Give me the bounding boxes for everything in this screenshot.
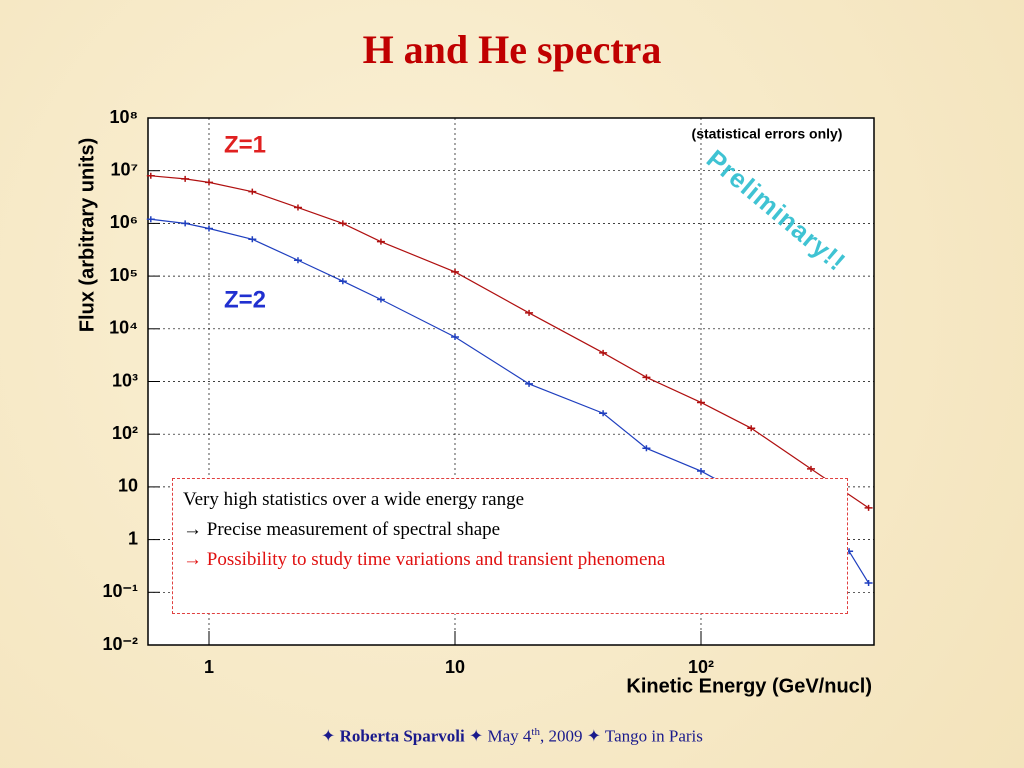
data-point [204, 225, 213, 232]
date-suffix: th [531, 726, 540, 738]
data-point [864, 580, 873, 587]
data-point [338, 278, 347, 285]
data-point [450, 333, 459, 340]
y-tick-label: 10⁸ [109, 107, 138, 127]
x-tick-label: 10 [445, 657, 465, 677]
note: → Possibility to study time variations a… [183, 549, 666, 570]
data-point [376, 296, 385, 303]
data-point [450, 268, 459, 275]
chart-title: H and He spectra [363, 27, 662, 72]
data-point [864, 504, 873, 511]
y-tick-label: 10⁷ [111, 159, 138, 179]
data-point [599, 410, 608, 417]
note: Very high statistics over a wide energy … [183, 489, 525, 510]
separator: ✦ [468, 726, 484, 746]
data-point [248, 236, 257, 243]
data-point [376, 238, 385, 245]
author: Roberta Sparvoli [339, 726, 465, 746]
data-point [747, 425, 756, 432]
separator: ✦ [586, 726, 601, 746]
data-point [696, 468, 705, 475]
y-tick-label: 1 [128, 528, 138, 548]
y-tick-label: 10⁵ [110, 265, 138, 285]
y-tick-label: 10⁻² [102, 634, 138, 654]
x-tick-label: 10² [688, 657, 714, 677]
x-axis-title: Kinetic Energy (GeV/nucl) [626, 675, 872, 697]
x-tick-label: 1 [204, 657, 214, 677]
y-axis-title: Flux (arbitrary units) [76, 138, 98, 332]
y-tick-label: 10⁴ [109, 318, 138, 338]
data-point [642, 445, 651, 452]
data-point [181, 175, 190, 182]
event: Tango in Paris [604, 726, 703, 746]
data-point [181, 220, 190, 227]
y-tick-label: 10 [118, 476, 138, 496]
year: , 2009 [539, 726, 583, 746]
data-point [338, 220, 347, 227]
footer: ✦ Roberta Sparvoli ✦ May 4th, 2009 ✦ Tan… [0, 726, 1024, 747]
data-point [599, 349, 608, 356]
data-point [696, 399, 705, 406]
data-point [146, 172, 155, 179]
data-point [248, 188, 257, 195]
series-line [150, 218, 870, 584]
y-tick-label: 10² [112, 423, 138, 443]
data-point [293, 257, 302, 264]
subtitle: (statistical errors only) [692, 126, 843, 142]
separator: ✦ [321, 726, 336, 746]
y-tick-label: 10⁶ [110, 212, 138, 232]
data-point [293, 204, 302, 211]
date: May 4 [487, 726, 532, 746]
data-point [806, 465, 815, 472]
series-label: Z=1 [224, 131, 266, 158]
data-point [525, 380, 534, 387]
series-label: Z=2 [224, 286, 266, 313]
y-tick-label: 10⁻¹ [102, 581, 138, 601]
data-point [642, 374, 651, 381]
y-tick-label: 10³ [112, 370, 138, 390]
data-point [525, 309, 534, 316]
notes-box: Very high statistics over a wide energy … [172, 478, 848, 614]
data-point [204, 179, 213, 186]
data-point [146, 216, 155, 223]
note: → Precise measurement of spectral shape [183, 519, 501, 540]
